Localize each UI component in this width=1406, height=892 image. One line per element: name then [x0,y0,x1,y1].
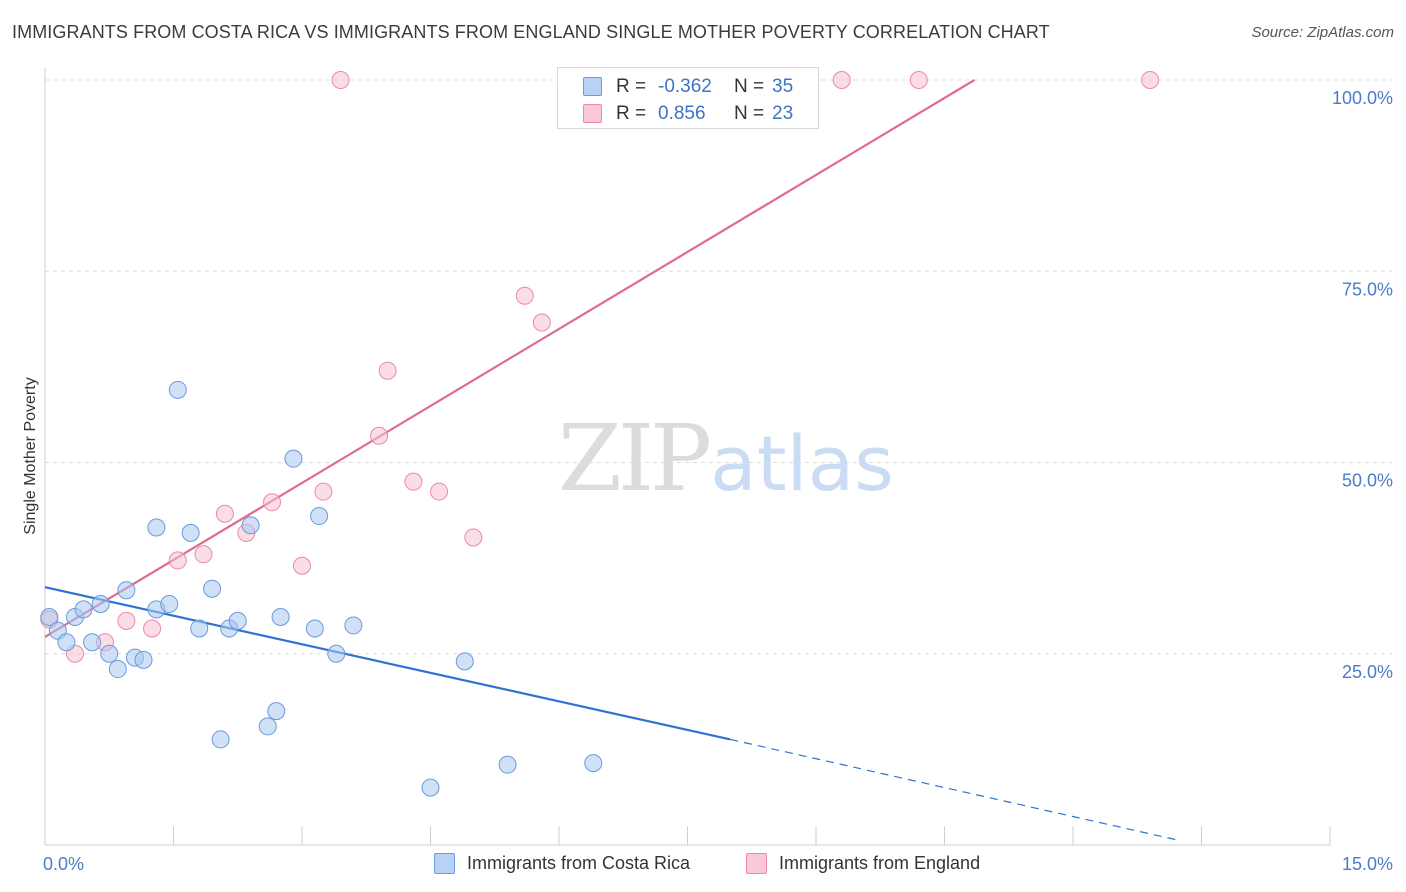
point-immigrants-from-costa-rica [310,507,329,526]
point-immigrants-from-costa-rica [421,778,440,797]
legend-swatch-costa-rica [583,77,602,96]
point-immigrants-from-costa-rica [271,608,290,627]
point-immigrants-from-england [194,545,213,564]
chart-title: IMMIGRANTS FROM COSTA RICA VS IMMIGRANTS… [12,22,1050,42]
y-tick-label: 100.0% [1332,88,1393,108]
point-immigrants-from-england [404,472,423,491]
point-immigrants-from-costa-rica [147,518,166,537]
legend-n-label: N = [734,76,765,97]
point-immigrants-from-england [430,482,449,501]
correlation-legend: R = -0.362 N = 35 R = 0.856 N = 23 [557,67,819,129]
grid-lines [45,79,1392,655]
point-immigrants-from-costa-rica [228,611,247,630]
legend-r-value: 0.856 [658,103,706,124]
point-immigrants-from-costa-rica [74,600,93,619]
x-tick-label: 0.0% [43,854,84,874]
point-immigrants-from-england [515,286,534,305]
point-immigrants-from-costa-rica [584,754,603,773]
point-immigrants-from-england [263,493,282,512]
watermark: ZIP atlas [558,405,894,512]
point-immigrants-from-costa-rica [40,608,59,627]
legend-r-label: R = [616,76,647,97]
point-immigrants-from-england [909,71,928,89]
point-immigrants-from-costa-rica [108,660,127,679]
point-immigrants-from-costa-rica [168,380,187,399]
legend-n-value: 23 [772,103,794,124]
point-immigrants-from-england [117,611,136,630]
y-tick-labels: 25.0% 50.0% 75.0% 100.0% [1332,88,1393,682]
point-immigrants-from-england [143,619,162,638]
point-immigrants-from-england [331,71,350,89]
legend-swatch-england [583,104,602,123]
y-tick-label: 50.0% [1342,471,1393,491]
point-immigrants-from-costa-rica [327,644,346,663]
y-tick-label: 75.0% [1342,279,1393,299]
point-immigrants-from-england [293,556,311,575]
point-immigrants-from-england [832,71,851,89]
point-immigrants-from-england [378,361,397,380]
legend-label-costa-rica: Immigrants from Costa Rica [467,853,691,873]
data-points [40,71,1160,797]
point-immigrants-from-costa-rica [498,755,517,774]
legend-swatch-england [746,853,767,874]
point-immigrants-from-costa-rica [91,595,110,614]
legend-n-label: N = [734,103,765,124]
legend-r-label: R = [616,103,647,124]
legend-label-england: Immigrants from England [779,853,981,873]
y-tick-label: 25.0% [1342,662,1393,682]
legend-r-value: -0.362 [658,76,712,97]
trend-line-costa-rica-extension [730,738,1176,841]
point-immigrants-from-costa-rica [203,579,222,598]
axes [44,68,1331,846]
point-immigrants-from-costa-rica [211,730,230,749]
point-immigrants-from-costa-rica [57,633,76,652]
point-immigrants-from-costa-rica [455,652,474,671]
x-tick-label: 15.0% [1342,854,1393,874]
point-immigrants-from-england [532,313,551,332]
point-immigrants-from-costa-rica [83,633,102,652]
point-immigrants-from-england [464,528,483,547]
point-immigrants-from-england [215,504,234,523]
point-immigrants-from-costa-rica [190,619,209,638]
point-immigrants-from-costa-rica [100,644,119,663]
watermark-atlas: atlas [710,419,894,508]
legend-n-value: 35 [772,76,794,97]
point-immigrants-from-england [370,426,389,445]
point-immigrants-from-costa-rica [258,717,277,736]
point-immigrants-from-costa-rica [284,449,303,468]
point-immigrants-from-costa-rica [305,619,324,638]
point-immigrants-from-england [314,482,333,501]
point-immigrants-from-costa-rica [181,523,200,542]
point-immigrants-from-england [168,551,187,570]
source-credit: Source: ZipAtlas.com [1251,24,1394,41]
y-axis-label: Single Mother Poverty [22,377,39,534]
x-tick-labels: 0.0% 15.0% [43,854,1393,874]
point-immigrants-from-costa-rica [344,616,363,635]
point-immigrants-from-costa-rica [160,595,179,614]
legend-swatch-costa-rica [434,853,455,874]
trend-line-england [44,79,976,638]
point-immigrants-from-costa-rica [134,650,153,669]
point-immigrants-from-costa-rica [117,581,136,600]
point-immigrants-from-costa-rica [241,516,260,535]
point-immigrants-from-costa-rica [267,702,286,721]
watermark-zip: ZIP [558,405,709,512]
point-immigrants-from-england [1141,71,1160,89]
